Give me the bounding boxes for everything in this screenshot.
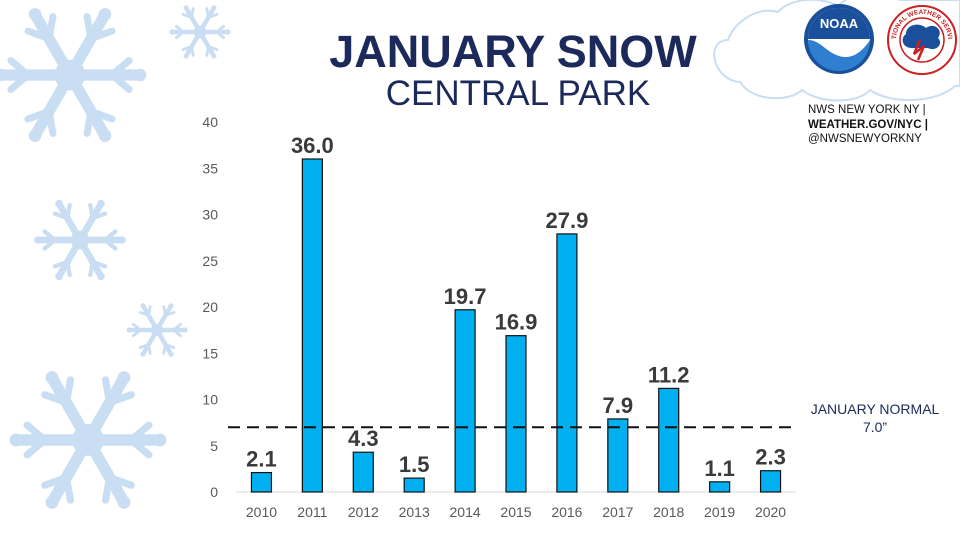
normal-label-line-1: JANUARY NORMAL	[810, 401, 940, 417]
snowflake-icon	[9, 371, 167, 509]
snowflake-icon	[126, 303, 188, 357]
y-tick-label: 15	[202, 345, 218, 361]
x-tick-label: 2015	[500, 504, 531, 520]
bar-2017	[607, 418, 629, 493]
x-tick-label: 2016	[551, 504, 582, 520]
value-label-2014: 19.7	[444, 284, 487, 309]
y-tick-label: 10	[202, 392, 218, 408]
x-tick-label: 2017	[602, 504, 633, 520]
value-label-2017: 7.9	[603, 393, 634, 418]
y-tick-label: 40	[202, 114, 218, 130]
credits-block: NWS NEW YORK NY | WEATHER.GOV/NYC | @NWS…	[808, 103, 940, 147]
bar-2015	[505, 335, 527, 493]
value-labels: 2.1 36.0 4.3 1.5 19.7 16.9 27.9 7.9 11.2 1.1 2.3	[246, 133, 786, 481]
x-axis-ticks: 2010 2011 2012 2013 2014 2015 2016 2017 2018 2019…	[246, 504, 786, 520]
value-label-2012: 4.3	[348, 426, 379, 451]
value-label-2019: 1.1	[704, 456, 735, 481]
value-label-2016: 27.9	[545, 208, 588, 233]
y-tick-label: 30	[202, 207, 218, 223]
x-tick-label: 2018	[653, 504, 684, 520]
snowflake-icon	[0, 8, 147, 142]
chart-title: JANUARY SNOW	[329, 26, 697, 77]
y-tick-label: 0	[210, 484, 218, 500]
x-tick-label: 2019	[704, 504, 735, 520]
bar-2018	[658, 387, 680, 493]
snowflake-decorations	[0, 5, 231, 509]
bar-2012	[352, 451, 374, 493]
bar-2011	[301, 158, 323, 493]
normal-label-line-2: 7.0”	[862, 419, 888, 435]
snowflake-icon	[34, 199, 126, 281]
x-tick-label: 2013	[399, 504, 430, 520]
y-tick-label: 20	[202, 299, 218, 315]
value-label-2010: 2.1	[246, 447, 277, 472]
value-label-2011: 36.0	[291, 133, 334, 158]
x-tick-label: 2011	[297, 504, 327, 520]
bars	[250, 158, 782, 493]
bar-2016	[556, 233, 578, 493]
value-label-2018: 11.2	[648, 362, 690, 387]
noaa-logo-icon: NOAA	[804, 4, 874, 74]
x-tick-label: 2014	[450, 504, 481, 520]
chart-subtitle: CENTRAL PARK	[385, 74, 651, 113]
value-label-2013: 1.5	[399, 452, 430, 477]
bar-2019	[709, 481, 731, 493]
x-tick-label: 2012	[348, 504, 379, 520]
bar-2020	[759, 470, 782, 493]
bar-2013	[403, 477, 425, 493]
y-tick-label: 25	[202, 253, 218, 269]
noaa-logo-text: NOAA	[820, 16, 859, 31]
x-tick-label: 2010	[246, 504, 277, 520]
bar-2014	[454, 309, 476, 493]
credits-handle[interactable]: @NWSNEWYORKNY	[808, 133, 922, 145]
bar-2010	[250, 471, 273, 493]
snowflake-icon	[169, 5, 231, 59]
credits-website-link[interactable]: WEATHER.GOV/NYC |	[808, 118, 928, 131]
value-label-2015: 16.9	[495, 310, 538, 335]
credits-line-1: NWS NEW YORK NY |	[808, 104, 926, 116]
x-tick-label: 2020	[755, 504, 786, 520]
y-axis-ticks: 0 5 10 15 20 25 30 35 40	[202, 114, 218, 500]
normal-label: JANUARY NORMAL 7.0”	[805, 400, 945, 436]
value-label-2020: 2.3	[755, 445, 786, 470]
y-tick-label: 35	[202, 160, 218, 176]
y-tick-label: 5	[210, 438, 218, 454]
